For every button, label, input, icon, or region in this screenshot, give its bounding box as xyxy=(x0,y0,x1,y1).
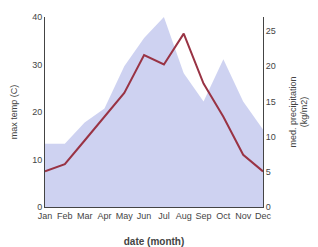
svg-text:Jan: Jan xyxy=(38,211,53,221)
svg-text:0: 0 xyxy=(266,202,271,212)
svg-text:Dec: Dec xyxy=(255,211,272,221)
svg-text:date (month): date (month) xyxy=(124,236,185,247)
svg-text:40: 40 xyxy=(32,12,42,22)
svg-text:med. precipitation(kg/m2): med. precipitation(kg/m2) xyxy=(288,76,310,147)
svg-text:max temp (C): max temp (C) xyxy=(9,85,19,140)
svg-text:0: 0 xyxy=(37,202,42,212)
svg-text:May: May xyxy=(116,211,134,221)
svg-text:Apr: Apr xyxy=(97,211,111,221)
svg-text:5: 5 xyxy=(266,167,271,177)
svg-text:30: 30 xyxy=(32,60,42,70)
svg-text:Mar: Mar xyxy=(77,211,93,221)
svg-text:25: 25 xyxy=(266,26,276,36)
svg-text:15: 15 xyxy=(266,97,276,107)
svg-text:20: 20 xyxy=(266,61,276,71)
svg-text:Feb: Feb xyxy=(57,211,73,221)
svg-text:10: 10 xyxy=(266,132,276,142)
svg-text:20: 20 xyxy=(32,107,42,117)
svg-text:Aug: Aug xyxy=(176,211,192,221)
svg-text:Jun: Jun xyxy=(137,211,152,221)
svg-text:10: 10 xyxy=(32,155,42,165)
svg-text:Oct: Oct xyxy=(216,211,231,221)
svg-text:Nov: Nov xyxy=(235,211,252,221)
svg-text:Sep: Sep xyxy=(196,211,212,221)
svg-text:Jul: Jul xyxy=(158,211,170,221)
